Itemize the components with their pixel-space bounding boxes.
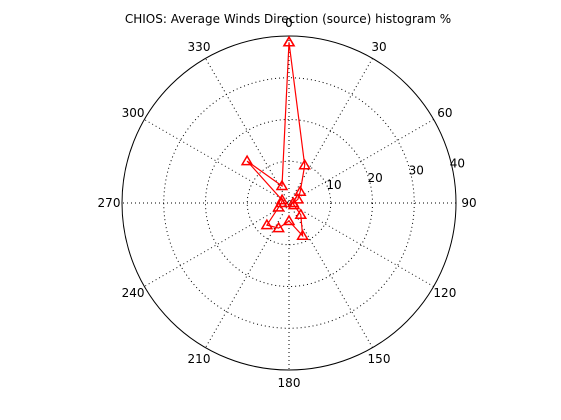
r-tick-label: 40 — [450, 156, 465, 170]
data-point-marker — [275, 179, 289, 191]
series-layer — [240, 35, 311, 241]
data-point-marker — [282, 35, 296, 47]
theta-tick-label: 30 — [371, 40, 386, 54]
chart-title: CHIOS: Average Winds Direction (source) … — [125, 12, 451, 26]
data-point-marker — [293, 185, 307, 197]
polar-grid — [121, 35, 457, 371]
theta-tick-label: 300 — [122, 106, 145, 120]
theta-tick-label: 0 — [285, 16, 293, 30]
data-point-marker — [294, 208, 308, 220]
theta-tick-label: 180 — [278, 376, 301, 390]
data-point-marker — [260, 218, 274, 230]
data-point-marker — [298, 158, 311, 170]
theta-tick-label: 150 — [368, 352, 391, 366]
data-point-marker — [291, 192, 305, 204]
r-grid-circle — [205, 119, 373, 287]
theta-tick-label: 270 — [98, 196, 121, 210]
data-point-marker — [240, 154, 254, 166]
r-grid-circle — [246, 160, 332, 246]
r-tick-label: 10 — [326, 178, 341, 192]
data-point-marker — [296, 229, 309, 241]
theta-tick-label: 330 — [188, 40, 211, 54]
tick-labels: 0 30 60 90 120 150 180 210 240 270 300 330 10 20 30 40 — [98, 16, 477, 390]
data-point-marker — [275, 193, 289, 205]
data-point-marker — [287, 198, 301, 210]
data-point-marker — [275, 196, 288, 208]
theta-tick-label: 60 — [437, 106, 452, 120]
theta-tick-label: 90 — [461, 196, 476, 210]
theta-tick-label: 240 — [122, 286, 145, 300]
data-point-marker — [282, 214, 296, 226]
r-tick-label: 30 — [409, 164, 424, 178]
theta-tick-label: 120 — [433, 286, 456, 300]
r-tick-label: 20 — [368, 171, 383, 185]
theta-tick-label: 210 — [188, 352, 211, 366]
data-point-marker — [272, 221, 285, 233]
